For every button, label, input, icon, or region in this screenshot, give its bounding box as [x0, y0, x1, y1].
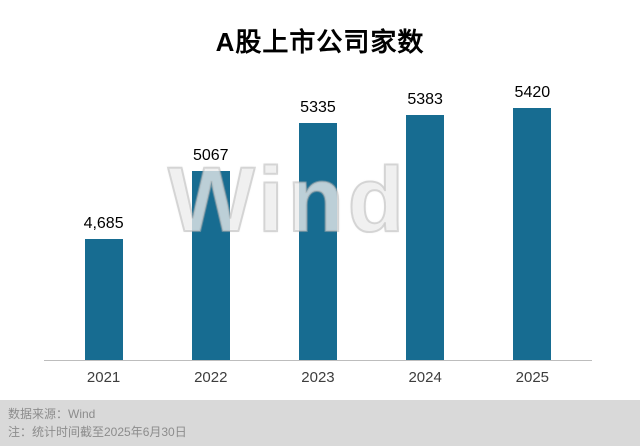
- bar: [84, 239, 123, 361]
- bar: [513, 108, 552, 361]
- bar-group-2023: 5335 2023: [264, 75, 371, 386]
- bar-value-label: 5335: [300, 99, 336, 116]
- footer: 数据来源：Wind 注：统计时间截至2025年6月30日: [0, 400, 640, 446]
- bar-group-2021: 4,685 2021: [50, 75, 157, 386]
- bar-group-2024: 5383 2024: [372, 75, 479, 386]
- bar: [298, 123, 337, 361]
- chart-title: A股上市公司家数: [215, 27, 425, 57]
- data-source-note: 数据来源：Wind: [8, 407, 96, 421]
- x-tick-label: 2023: [301, 369, 335, 386]
- bar-value-label: 5067: [192, 147, 229, 164]
- x-tick-label: 2021: [86, 369, 121, 386]
- stat-cutoff-note: 注：统计时间截至2025年6月30日: [8, 425, 187, 439]
- x-tick-label: 2022: [194, 369, 228, 386]
- bar-value-label: 5420: [514, 84, 551, 101]
- x-tick-label: 2025: [515, 369, 550, 386]
- x-axis-line: [44, 360, 592, 361]
- bar-group-2022: 5067 2022: [157, 75, 264, 386]
- x-tick-label: 2024: [408, 369, 442, 386]
- bar-group-2025: 5420 2025: [479, 75, 586, 386]
- bar-value-label: 4,685: [83, 215, 124, 232]
- plot-area: 4,685 2021 5067 2022 5335 2023 5383 2024: [44, 75, 592, 386]
- bar: [406, 115, 445, 361]
- bar-value-label: 5383: [407, 91, 443, 108]
- bar-series: 4,685 2021 5067 2022 5335 2023 5383 2024: [50, 75, 586, 386]
- bar: [191, 171, 230, 361]
